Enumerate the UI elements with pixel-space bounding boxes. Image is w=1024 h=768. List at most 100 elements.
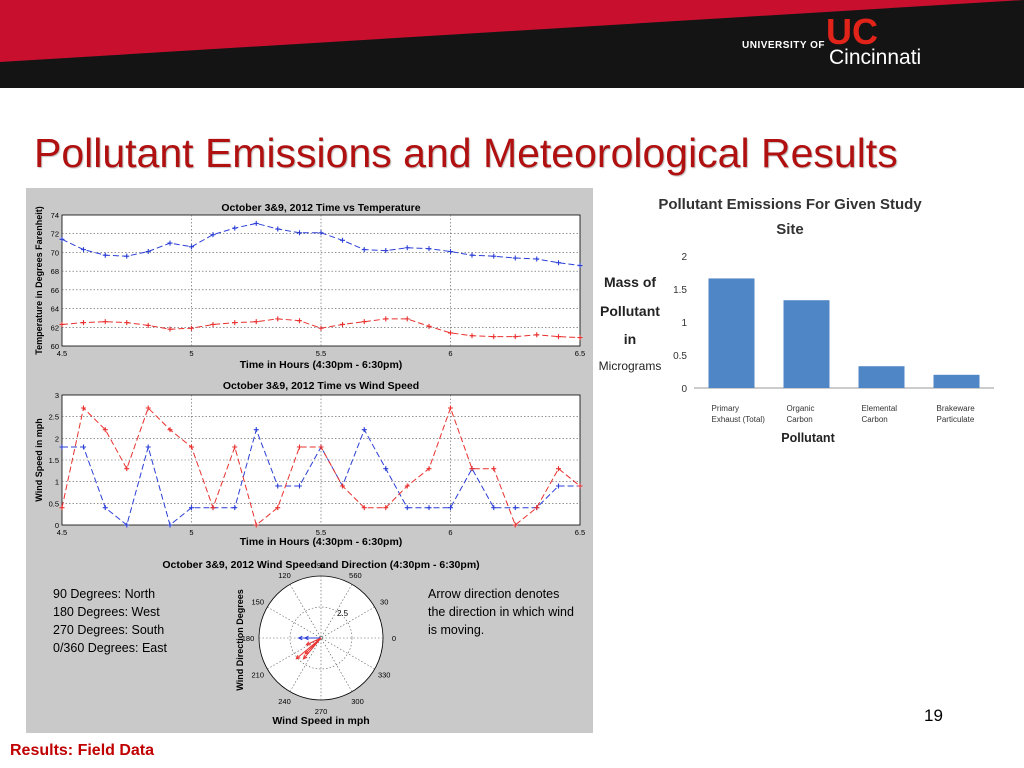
x-tick-label: Carbon bbox=[862, 415, 888, 424]
y-axis-label: Wind Direction Degrees bbox=[235, 589, 245, 690]
data-point bbox=[167, 240, 173, 246]
data-point bbox=[361, 247, 367, 253]
y-tick-label: 2 bbox=[681, 252, 687, 263]
angle-label: 30 bbox=[380, 598, 388, 607]
chart-title: Pollutant Emissions For Given Study Site bbox=[658, 196, 922, 238]
data-point bbox=[426, 466, 432, 472]
y-tick-label: 72 bbox=[51, 230, 59, 239]
data-point bbox=[426, 246, 432, 252]
data-point bbox=[491, 253, 497, 259]
data-point bbox=[189, 505, 194, 511]
y-tick-label: 0.5 bbox=[673, 351, 687, 362]
data-point bbox=[491, 466, 497, 472]
angle-label: 270 bbox=[315, 707, 328, 716]
data-point bbox=[232, 320, 238, 326]
data-point bbox=[318, 325, 324, 331]
y-tick-label: 0.5 bbox=[49, 499, 59, 508]
wind-arrow-head bbox=[303, 635, 309, 641]
data-point bbox=[469, 333, 475, 339]
data-point bbox=[318, 444, 324, 450]
data-point bbox=[145, 322, 151, 328]
data-point bbox=[383, 316, 389, 322]
y-tick-label: 1.5 bbox=[673, 285, 687, 296]
data-point bbox=[189, 244, 194, 250]
data-point bbox=[275, 226, 281, 232]
bar bbox=[708, 278, 755, 388]
y-tick-label: 0 bbox=[681, 384, 687, 395]
data-point bbox=[275, 483, 281, 489]
data-point bbox=[253, 522, 259, 528]
data-point bbox=[232, 505, 238, 511]
y-tick-label: 1 bbox=[55, 478, 59, 487]
data-point bbox=[383, 505, 389, 511]
data-point bbox=[448, 330, 453, 336]
polar-inner-ring bbox=[289, 606, 353, 670]
data-point bbox=[534, 256, 540, 262]
y-tick-label: 3 bbox=[55, 391, 59, 400]
x-axis-label: Time in Hours (4:30pm - 6:30pm) bbox=[240, 536, 403, 548]
data-point bbox=[491, 334, 497, 340]
x-tick-label: 5 bbox=[189, 349, 193, 358]
data-point bbox=[469, 466, 475, 472]
x-tick-label: Carbon bbox=[787, 415, 813, 424]
angle-label: 240 bbox=[278, 697, 291, 706]
page-number: 19 bbox=[924, 706, 943, 725]
data-point bbox=[145, 248, 151, 254]
bar bbox=[858, 366, 905, 388]
x-tick-label: 5.5 bbox=[316, 528, 326, 537]
y-tick-label: 66 bbox=[51, 286, 59, 295]
x-tick-label: Elemental bbox=[862, 404, 898, 413]
y-axis-label: Mass of bbox=[604, 274, 656, 290]
wind-direction-chart: October 3&9, 2012 Wind Speed and Directi… bbox=[162, 559, 479, 727]
data-point bbox=[80, 320, 86, 326]
data-point bbox=[210, 321, 216, 327]
chart-title: October 3&9, 2012 Wind Speed and Directi… bbox=[162, 559, 479, 571]
data-point bbox=[534, 505, 540, 511]
data-point bbox=[253, 220, 259, 226]
data-point bbox=[512, 334, 518, 340]
y-tick-label: 70 bbox=[51, 248, 59, 257]
data-point bbox=[383, 466, 389, 472]
y-axis-label: Wind Speed in mph bbox=[34, 418, 44, 501]
wind-arrow-head bbox=[297, 635, 303, 641]
meteorological-charts: October 3&9, 2012 Time vs Temperature606… bbox=[34, 202, 585, 727]
ring-label: 5 bbox=[349, 571, 353, 580]
data-point bbox=[102, 427, 108, 433]
x-tick-label: 6 bbox=[448, 349, 452, 358]
y-tick-label: 1.5 bbox=[49, 456, 59, 465]
data-point bbox=[59, 321, 65, 327]
angle-label: 0 bbox=[392, 634, 396, 643]
x-tick-label: Primary bbox=[712, 404, 740, 413]
data-point bbox=[80, 405, 86, 411]
data-point bbox=[361, 505, 367, 511]
wind-arrow bbox=[295, 637, 322, 660]
data-point bbox=[102, 319, 108, 325]
data-point bbox=[124, 522, 130, 528]
x-tick-label: 6 bbox=[448, 528, 452, 537]
data-point bbox=[361, 319, 367, 325]
logo-mark: UC bbox=[826, 11, 878, 52]
data-point bbox=[448, 505, 453, 511]
x-tick-label: 5 bbox=[189, 528, 193, 537]
data-point bbox=[59, 236, 65, 242]
x-tick-label: Particulate bbox=[937, 415, 975, 424]
x-tick-label: Organic bbox=[787, 404, 815, 413]
wind-arrow bbox=[306, 637, 322, 646]
data-point bbox=[556, 466, 562, 472]
data-point bbox=[124, 253, 130, 259]
data-point bbox=[404, 505, 410, 511]
data-point bbox=[426, 323, 432, 329]
data-point bbox=[339, 483, 345, 489]
x-tick-label: 4.5 bbox=[57, 349, 67, 358]
wind-arrow-head bbox=[304, 649, 310, 655]
logo-name: Cincinnati bbox=[829, 46, 921, 69]
bar bbox=[933, 374, 980, 388]
data-point bbox=[404, 316, 410, 322]
y-tick-label: 2 bbox=[55, 434, 59, 443]
x-tick-label: 4.5 bbox=[57, 528, 67, 537]
x-axis-label: Time in Hours (4:30pm - 6:30pm) bbox=[240, 359, 403, 371]
footer-label: Results: Field Data bbox=[10, 742, 155, 759]
data-point bbox=[556, 334, 562, 340]
pollutant-emissions-chart: Pollutant Emissions For Given Study Site M… bbox=[599, 196, 994, 445]
compass-note-line: 90 Degrees: North bbox=[53, 587, 156, 601]
